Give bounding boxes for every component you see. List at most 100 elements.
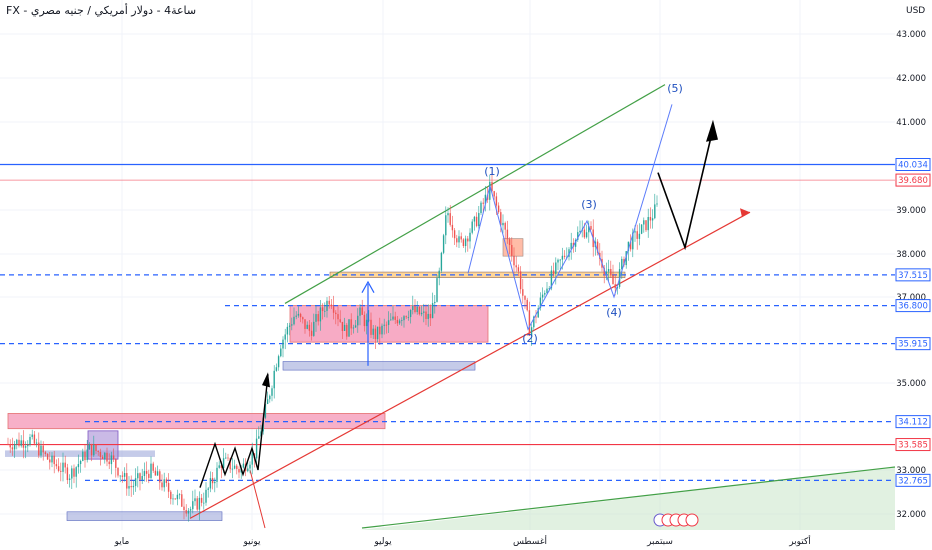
candle-body <box>71 468 73 479</box>
candle-body <box>607 269 610 272</box>
candle-body <box>203 502 205 504</box>
candle-body <box>467 238 469 242</box>
y-tick-label: 42.000 <box>896 74 926 84</box>
candle-body <box>238 469 240 473</box>
candle-body <box>64 462 66 468</box>
candle-body <box>387 320 390 325</box>
candle-body <box>18 439 20 446</box>
wave-label: (4) <box>606 306 622 319</box>
price-badge-label: 33.585 <box>898 441 928 451</box>
price-badge <box>895 337 931 351</box>
candle-body <box>647 217 649 231</box>
candle-body <box>330 304 333 307</box>
candle-body <box>209 478 212 489</box>
candle-body <box>11 447 14 450</box>
candle-body <box>16 439 18 444</box>
candle-body <box>588 226 590 233</box>
candle-body <box>596 241 599 253</box>
candle-body <box>161 482 163 488</box>
candle-body <box>502 222 504 226</box>
candle-body <box>7 443 9 445</box>
candle-body <box>522 289 524 296</box>
y-tick-label: 38.000 <box>896 250 926 260</box>
candle-body <box>412 305 414 311</box>
candle-body <box>31 434 33 437</box>
y-tick-label: 41.000 <box>896 118 926 128</box>
candle-body <box>640 224 643 234</box>
candle-body <box>357 315 359 326</box>
candle-body <box>328 300 330 305</box>
candle-body <box>469 232 471 242</box>
candle-body <box>211 478 214 484</box>
candle-body <box>258 436 260 439</box>
candle-body <box>559 259 561 261</box>
candle-body <box>480 202 482 214</box>
candle-body <box>196 498 198 510</box>
candle-body <box>126 473 128 489</box>
candle-body <box>110 455 113 465</box>
candle-body <box>526 299 528 311</box>
candle-body <box>282 339 284 349</box>
price-badge <box>895 268 931 282</box>
candle-body <box>515 265 517 268</box>
candle-body <box>445 215 447 236</box>
x-axis: مايو يونيو يوليو أغسطس سبتمبر أكتوبر <box>114 513 811 547</box>
candle-body <box>266 399 269 405</box>
wave-line <box>467 104 673 331</box>
arrowhead <box>262 372 270 388</box>
candle-body <box>295 315 297 317</box>
candle-body <box>350 319 352 329</box>
candle-body <box>629 241 632 250</box>
candle-body <box>409 310 412 318</box>
price-badge <box>895 415 931 429</box>
candle-body <box>478 213 480 227</box>
candle-body <box>130 486 132 488</box>
candle-body <box>563 255 566 257</box>
candle-body <box>13 443 16 450</box>
candle-body <box>335 312 337 315</box>
candle-body <box>22 440 25 448</box>
candle-body <box>24 446 27 448</box>
candle-body <box>308 324 311 331</box>
candle-body <box>583 229 586 238</box>
candle-body <box>42 445 44 453</box>
candle-body <box>317 314 319 322</box>
candle-body <box>464 238 467 247</box>
candle-body <box>392 316 394 320</box>
candle-body <box>574 239 577 247</box>
candle-body <box>497 205 500 213</box>
candle-body <box>440 252 443 271</box>
candle-body <box>117 467 119 476</box>
candle-body <box>471 221 473 233</box>
candle-body <box>123 473 126 477</box>
candle-body <box>528 310 531 336</box>
candle-body <box>145 471 148 474</box>
y-tick-label: 37.000 <box>896 293 926 303</box>
candle-body <box>271 388 273 396</box>
candle-body <box>82 451 84 461</box>
candle-body <box>280 348 282 357</box>
candle-body <box>365 319 368 327</box>
candle-body <box>570 242 572 250</box>
candle-body <box>156 471 159 476</box>
candle-body <box>500 212 502 226</box>
candle-body <box>354 325 357 328</box>
candle-body <box>275 367 278 371</box>
candle-body <box>20 440 22 446</box>
candle-body <box>398 320 401 324</box>
candle-body <box>288 325 291 327</box>
candle-body <box>403 316 405 321</box>
candle-body <box>550 270 553 289</box>
y-axis: 32.000 33.000 35.000 37.000 38.000 39.000 41.0… <box>895 30 931 520</box>
candle-body <box>88 444 91 450</box>
support-zone-mid <box>282 361 476 371</box>
candle-body <box>29 436 31 445</box>
candle-body <box>621 258 623 270</box>
candle-body <box>68 478 71 481</box>
candle-body <box>585 232 588 238</box>
candle-body <box>449 213 451 225</box>
chart-title: FX - ساعة4 - دولار أمريكي / جنيه مصري <box>6 4 197 17</box>
candle-body <box>132 485 135 488</box>
candle-body <box>423 311 425 313</box>
